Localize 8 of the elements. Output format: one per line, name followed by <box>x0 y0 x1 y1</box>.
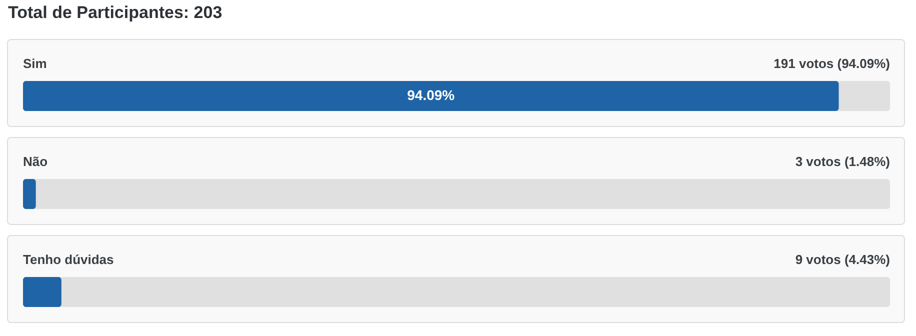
annotation: 94.09% <box>407 87 456 103</box>
y-tick-label: Tenho dúvidas <box>23 252 114 267</box>
y-tick-label: Sim <box>23 56 47 71</box>
chart-title: Total de Participantes: 203 <box>8 3 224 24</box>
data-label: 9 votos (4.43%) <box>795 252 890 267</box>
y-tick-label: Não <box>23 154 48 169</box>
data-label: 191 votos (94.09%) <box>774 56 890 71</box>
data-label: 3 votos (1.48%) <box>795 154 890 169</box>
